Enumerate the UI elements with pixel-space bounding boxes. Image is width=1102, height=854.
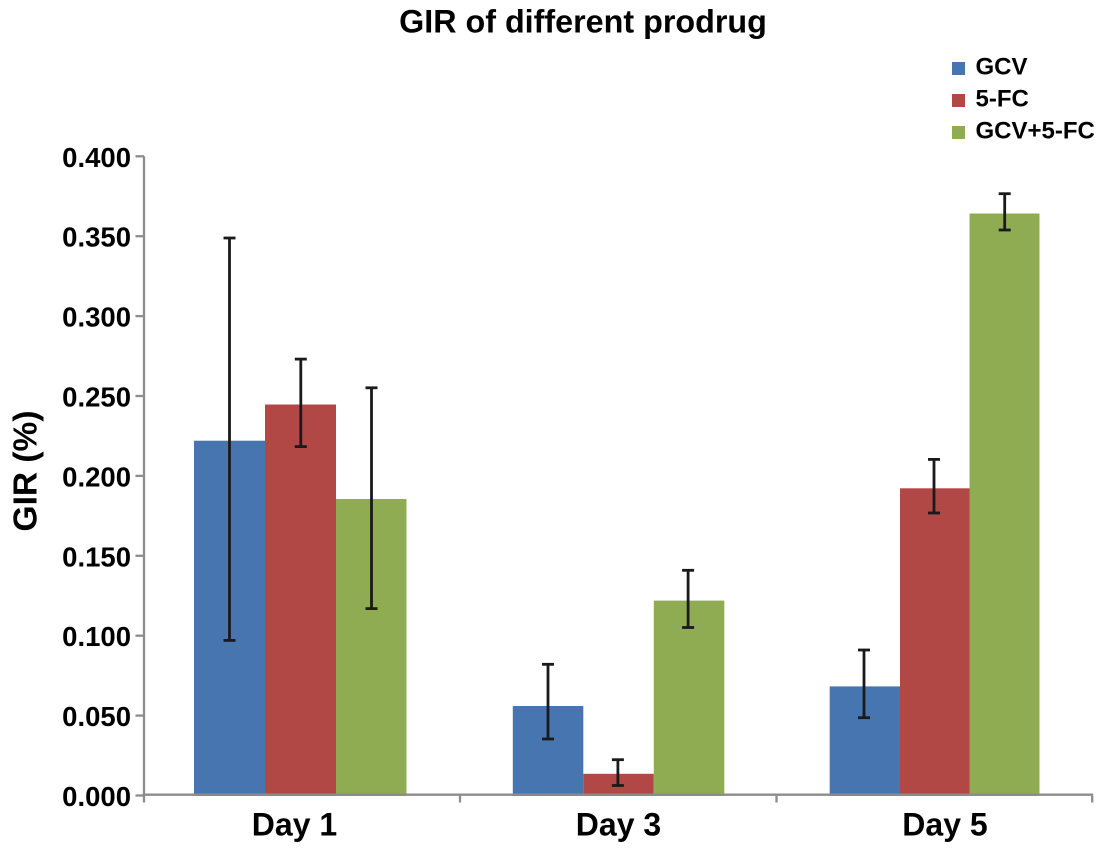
svg-text:GCV+5-FC: GCV+5-FC (976, 118, 1095, 145)
svg-text:GCV: GCV (976, 54, 1028, 81)
svg-text:0.050: 0.050 (62, 701, 131, 732)
svg-text:Day 5: Day 5 (902, 807, 987, 843)
svg-text:0.350: 0.350 (62, 222, 131, 253)
svg-text:Day 1: Day 1 (252, 807, 337, 843)
svg-text:Day 3: Day 3 (576, 807, 661, 843)
svg-text:5-FC: 5-FC (976, 86, 1029, 113)
svg-text:0.000: 0.000 (62, 781, 131, 812)
svg-text:0.200: 0.200 (62, 461, 131, 492)
svg-text:0.250: 0.250 (62, 382, 131, 413)
svg-text:0.100: 0.100 (62, 621, 131, 652)
svg-text:0.150: 0.150 (62, 541, 131, 572)
svg-text:0.300: 0.300 (62, 302, 131, 333)
svg-text:0.400: 0.400 (62, 142, 131, 173)
svg-text:GIR of different prodrug: GIR of different prodrug (399, 4, 767, 40)
svg-text:GIR (%): GIR (%) (8, 411, 45, 532)
